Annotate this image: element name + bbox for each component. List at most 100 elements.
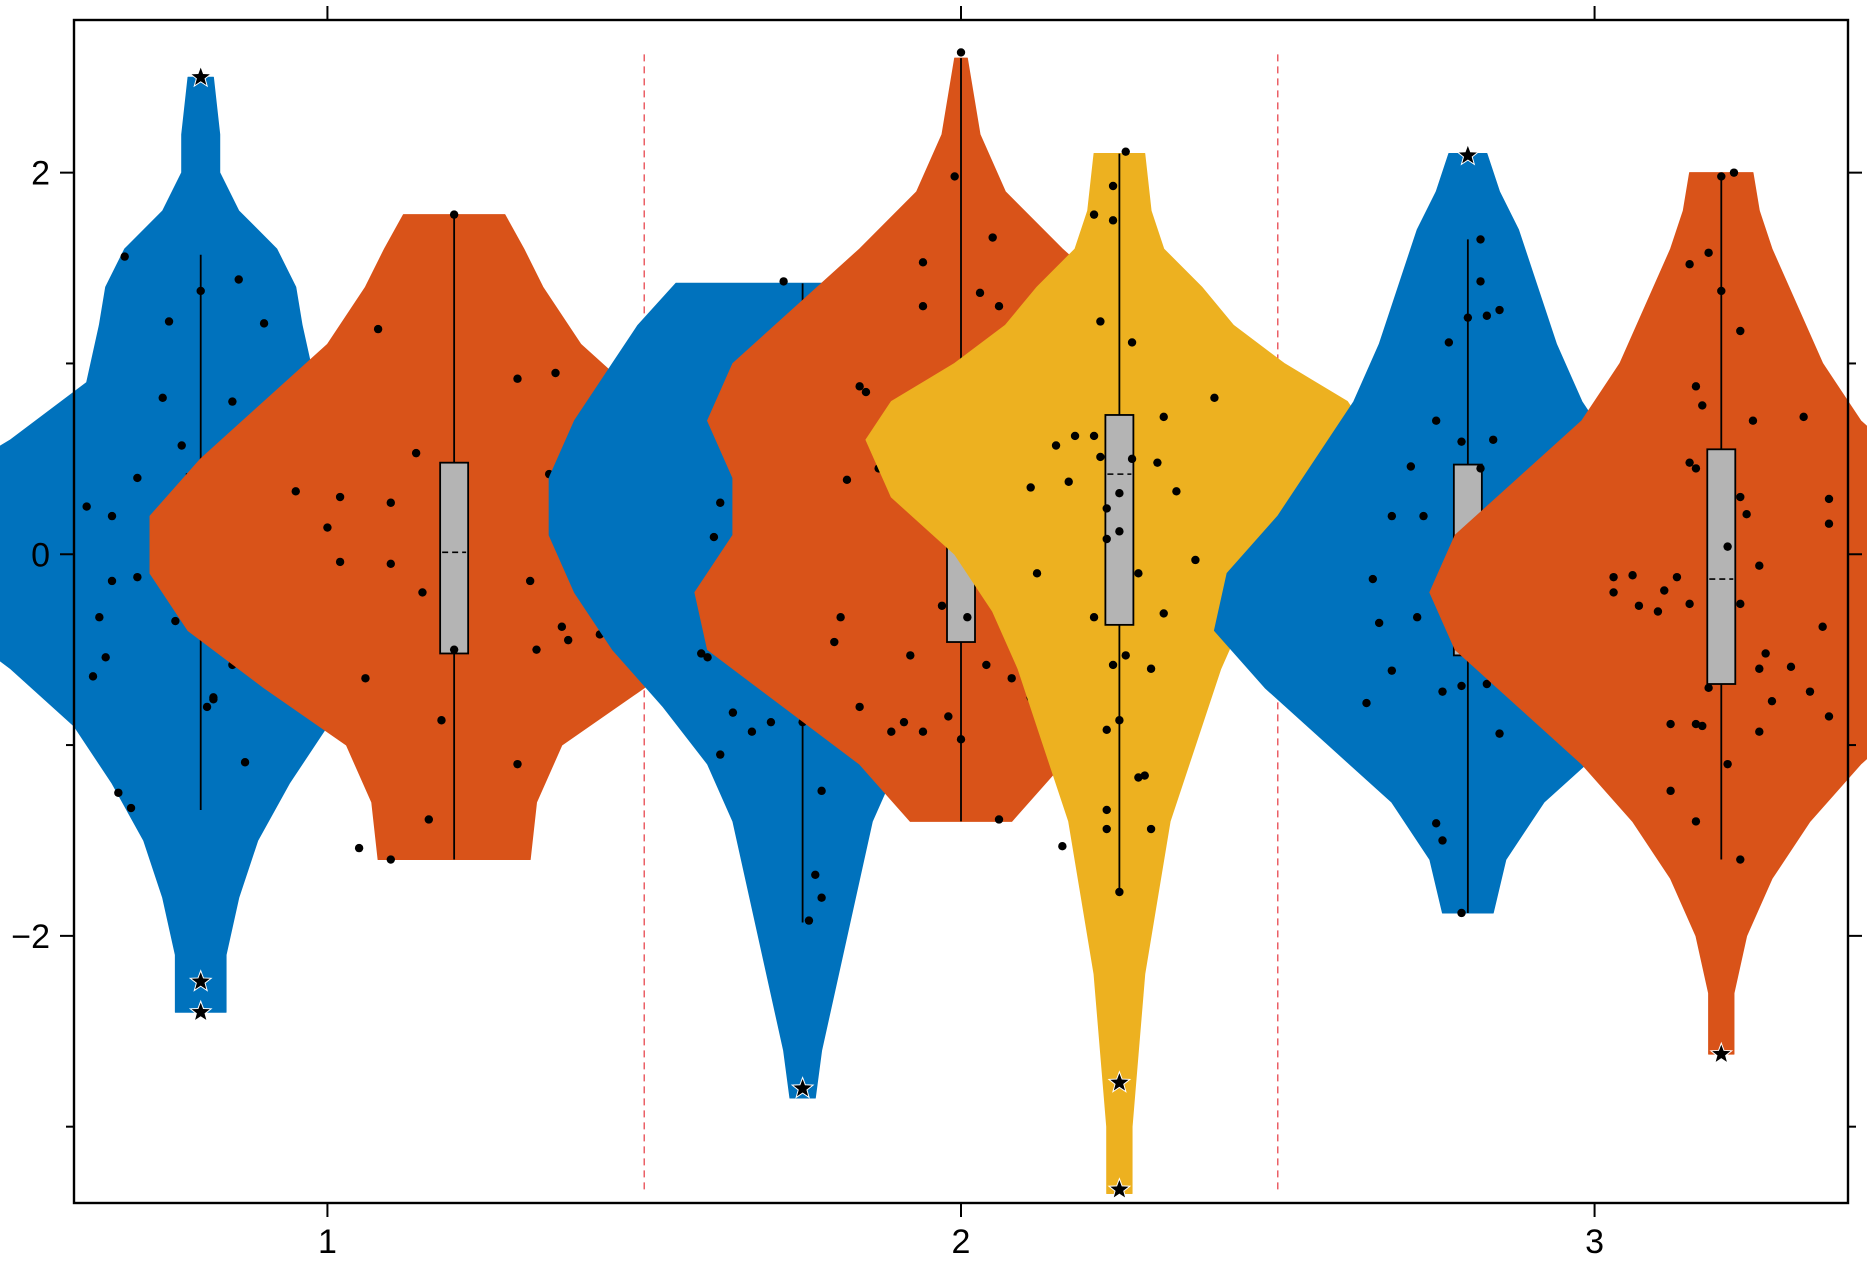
data-point — [177, 441, 186, 450]
violin-group-2 — [548, 48, 1374, 1200]
axes-layer: 1 2 3 −2 0 2 — [11, 6, 1862, 1261]
data-point — [716, 498, 725, 507]
data-point — [1387, 666, 1397, 675]
data-point — [240, 758, 250, 767]
data-point — [1146, 664, 1156, 673]
data-point — [1419, 511, 1428, 521]
data-point — [1374, 618, 1384, 628]
data-point — [1660, 586, 1669, 595]
data-point — [956, 735, 966, 744]
data-point — [1489, 435, 1498, 444]
data-point — [133, 473, 142, 483]
data-point — [234, 275, 243, 284]
data-point — [386, 559, 395, 568]
data-point — [525, 576, 535, 586]
data-point — [209, 695, 218, 704]
data-point — [449, 210, 459, 219]
data-point — [373, 324, 383, 334]
data-point — [1729, 168, 1739, 177]
data-point — [1134, 773, 1143, 782]
data-point — [1691, 719, 1701, 729]
data-point — [994, 302, 1004, 311]
y-tick-label: 0 — [31, 536, 50, 574]
iqr-box — [1706, 448, 1737, 685]
outlier-star — [1456, 143, 1480, 166]
data-point — [994, 815, 1004, 824]
data-point — [982, 660, 991, 670]
data-point — [1096, 452, 1105, 462]
data-point — [1064, 477, 1073, 486]
data-point — [386, 855, 395, 864]
data-point — [1121, 147, 1130, 156]
data-point — [437, 716, 446, 725]
data-point — [1032, 569, 1042, 578]
data-point — [1698, 721, 1707, 731]
data-point — [1482, 679, 1492, 689]
data-point — [836, 613, 845, 622]
outlier-star — [1107, 1070, 1132, 1093]
outlier-star — [1709, 1041, 1734, 1065]
data-point — [1127, 338, 1137, 347]
data-point — [120, 252, 129, 261]
data-point — [1438, 836, 1447, 845]
data-point — [1736, 326, 1745, 336]
data-point — [171, 616, 180, 626]
data-point — [817, 786, 826, 796]
data-point — [1685, 260, 1694, 269]
data-point — [126, 803, 136, 813]
data-point — [1102, 504, 1111, 513]
data-point — [804, 916, 814, 925]
data-point — [1736, 599, 1745, 609]
data-point — [830, 637, 839, 647]
outlier-star — [188, 969, 213, 992]
data-point — [1051, 441, 1061, 450]
data-point — [335, 557, 345, 567]
data-point — [557, 622, 567, 631]
data-point — [291, 487, 300, 496]
data-point — [1786, 662, 1796, 672]
data-point — [1058, 841, 1067, 851]
data-point — [361, 674, 370, 683]
data-point — [1412, 613, 1422, 622]
data-point — [963, 613, 972, 622]
data-point — [418, 588, 427, 597]
data-point — [1476, 235, 1485, 244]
data-point — [411, 448, 421, 458]
data-point — [1102, 824, 1111, 834]
data-point — [1444, 338, 1454, 347]
data-point — [1108, 216, 1118, 225]
data-point — [1368, 574, 1378, 584]
outlier-star — [188, 64, 213, 88]
data-point — [1108, 181, 1118, 191]
data-point — [1691, 817, 1701, 826]
data-point — [1102, 805, 1111, 815]
data-point — [1026, 483, 1035, 492]
data-point — [1089, 431, 1099, 441]
data-point — [1406, 462, 1416, 471]
data-point — [1755, 727, 1764, 736]
data-point — [1818, 622, 1827, 631]
data-point — [1431, 416, 1441, 425]
data-point — [899, 717, 909, 727]
data-point — [1761, 649, 1770, 658]
data-point — [228, 397, 237, 406]
data-point — [855, 382, 864, 391]
data-point — [1704, 683, 1713, 693]
data-point — [1824, 712, 1834, 721]
x-tick-label: 1 — [318, 1223, 337, 1261]
data-point — [1691, 464, 1701, 473]
data-point — [1824, 494, 1834, 504]
data-point — [937, 601, 947, 610]
data-point — [513, 759, 522, 769]
data-point — [335, 492, 345, 502]
data-point — [918, 727, 928, 736]
data-point — [202, 702, 212, 712]
data-point — [728, 708, 738, 717]
data-point — [988, 233, 997, 242]
data-point — [1482, 311, 1492, 320]
data-point — [1210, 393, 1219, 402]
violin-layer — [0, 48, 1867, 1200]
data-point — [354, 843, 364, 853]
data-point — [323, 523, 332, 532]
y-tick-label: 2 — [31, 155, 50, 193]
